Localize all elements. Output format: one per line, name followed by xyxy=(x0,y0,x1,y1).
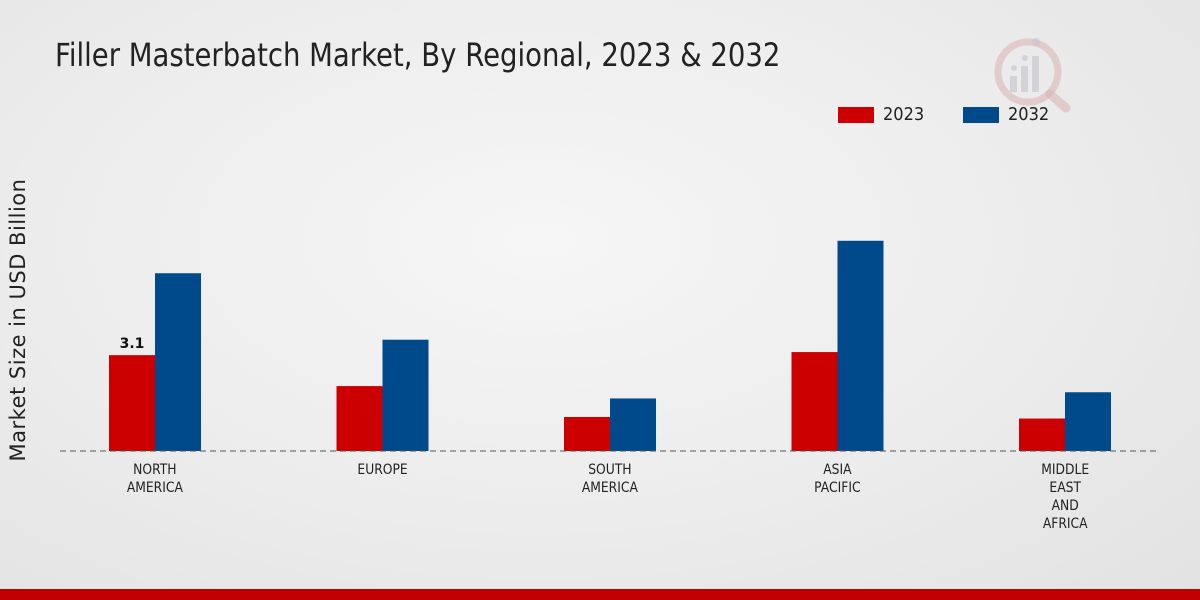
legend-label-2032: 2032 xyxy=(1007,104,1050,125)
legend-item-2023: 2023 xyxy=(838,104,929,125)
legend-swatch-2032 xyxy=(962,106,999,123)
bar-2023-4 xyxy=(1019,418,1065,451)
bar-2032-3 xyxy=(837,240,884,451)
bar-2023-3 xyxy=(791,352,838,451)
x-tick-label-0: NORTH AMERICA xyxy=(126,462,184,496)
legend-label-2023: 2023 xyxy=(883,104,925,125)
bottom-accent-bar xyxy=(0,589,1200,600)
bar-2023-0 xyxy=(109,355,155,451)
legend-item-2032: 2032 xyxy=(962,104,1054,125)
bar-2032-1 xyxy=(382,339,429,451)
chart-title: Filler Masterbatch Market, By Regional, … xyxy=(55,36,781,74)
brand-logo-icon xyxy=(994,38,1071,113)
legend-swatch-2023 xyxy=(838,106,874,123)
bar-2023-1 xyxy=(336,386,383,451)
bar-2023-2 xyxy=(564,416,610,451)
legend: 2023 2032 xyxy=(838,104,1088,125)
bar-2032-0 xyxy=(155,273,201,451)
x-tick-label-2: SOUTH AMERICA xyxy=(581,462,639,496)
x-tick-label-1: EUROPE xyxy=(357,462,408,478)
bar-2032-4 xyxy=(1065,392,1111,451)
x-tick-label-3: ASIA PACIFIC xyxy=(814,462,861,496)
data-label-0: 3.1 xyxy=(120,336,145,352)
bar-2032-2 xyxy=(610,398,656,451)
x-tick-label-4: MIDDLE EAST AND AFRICA xyxy=(1041,462,1089,532)
